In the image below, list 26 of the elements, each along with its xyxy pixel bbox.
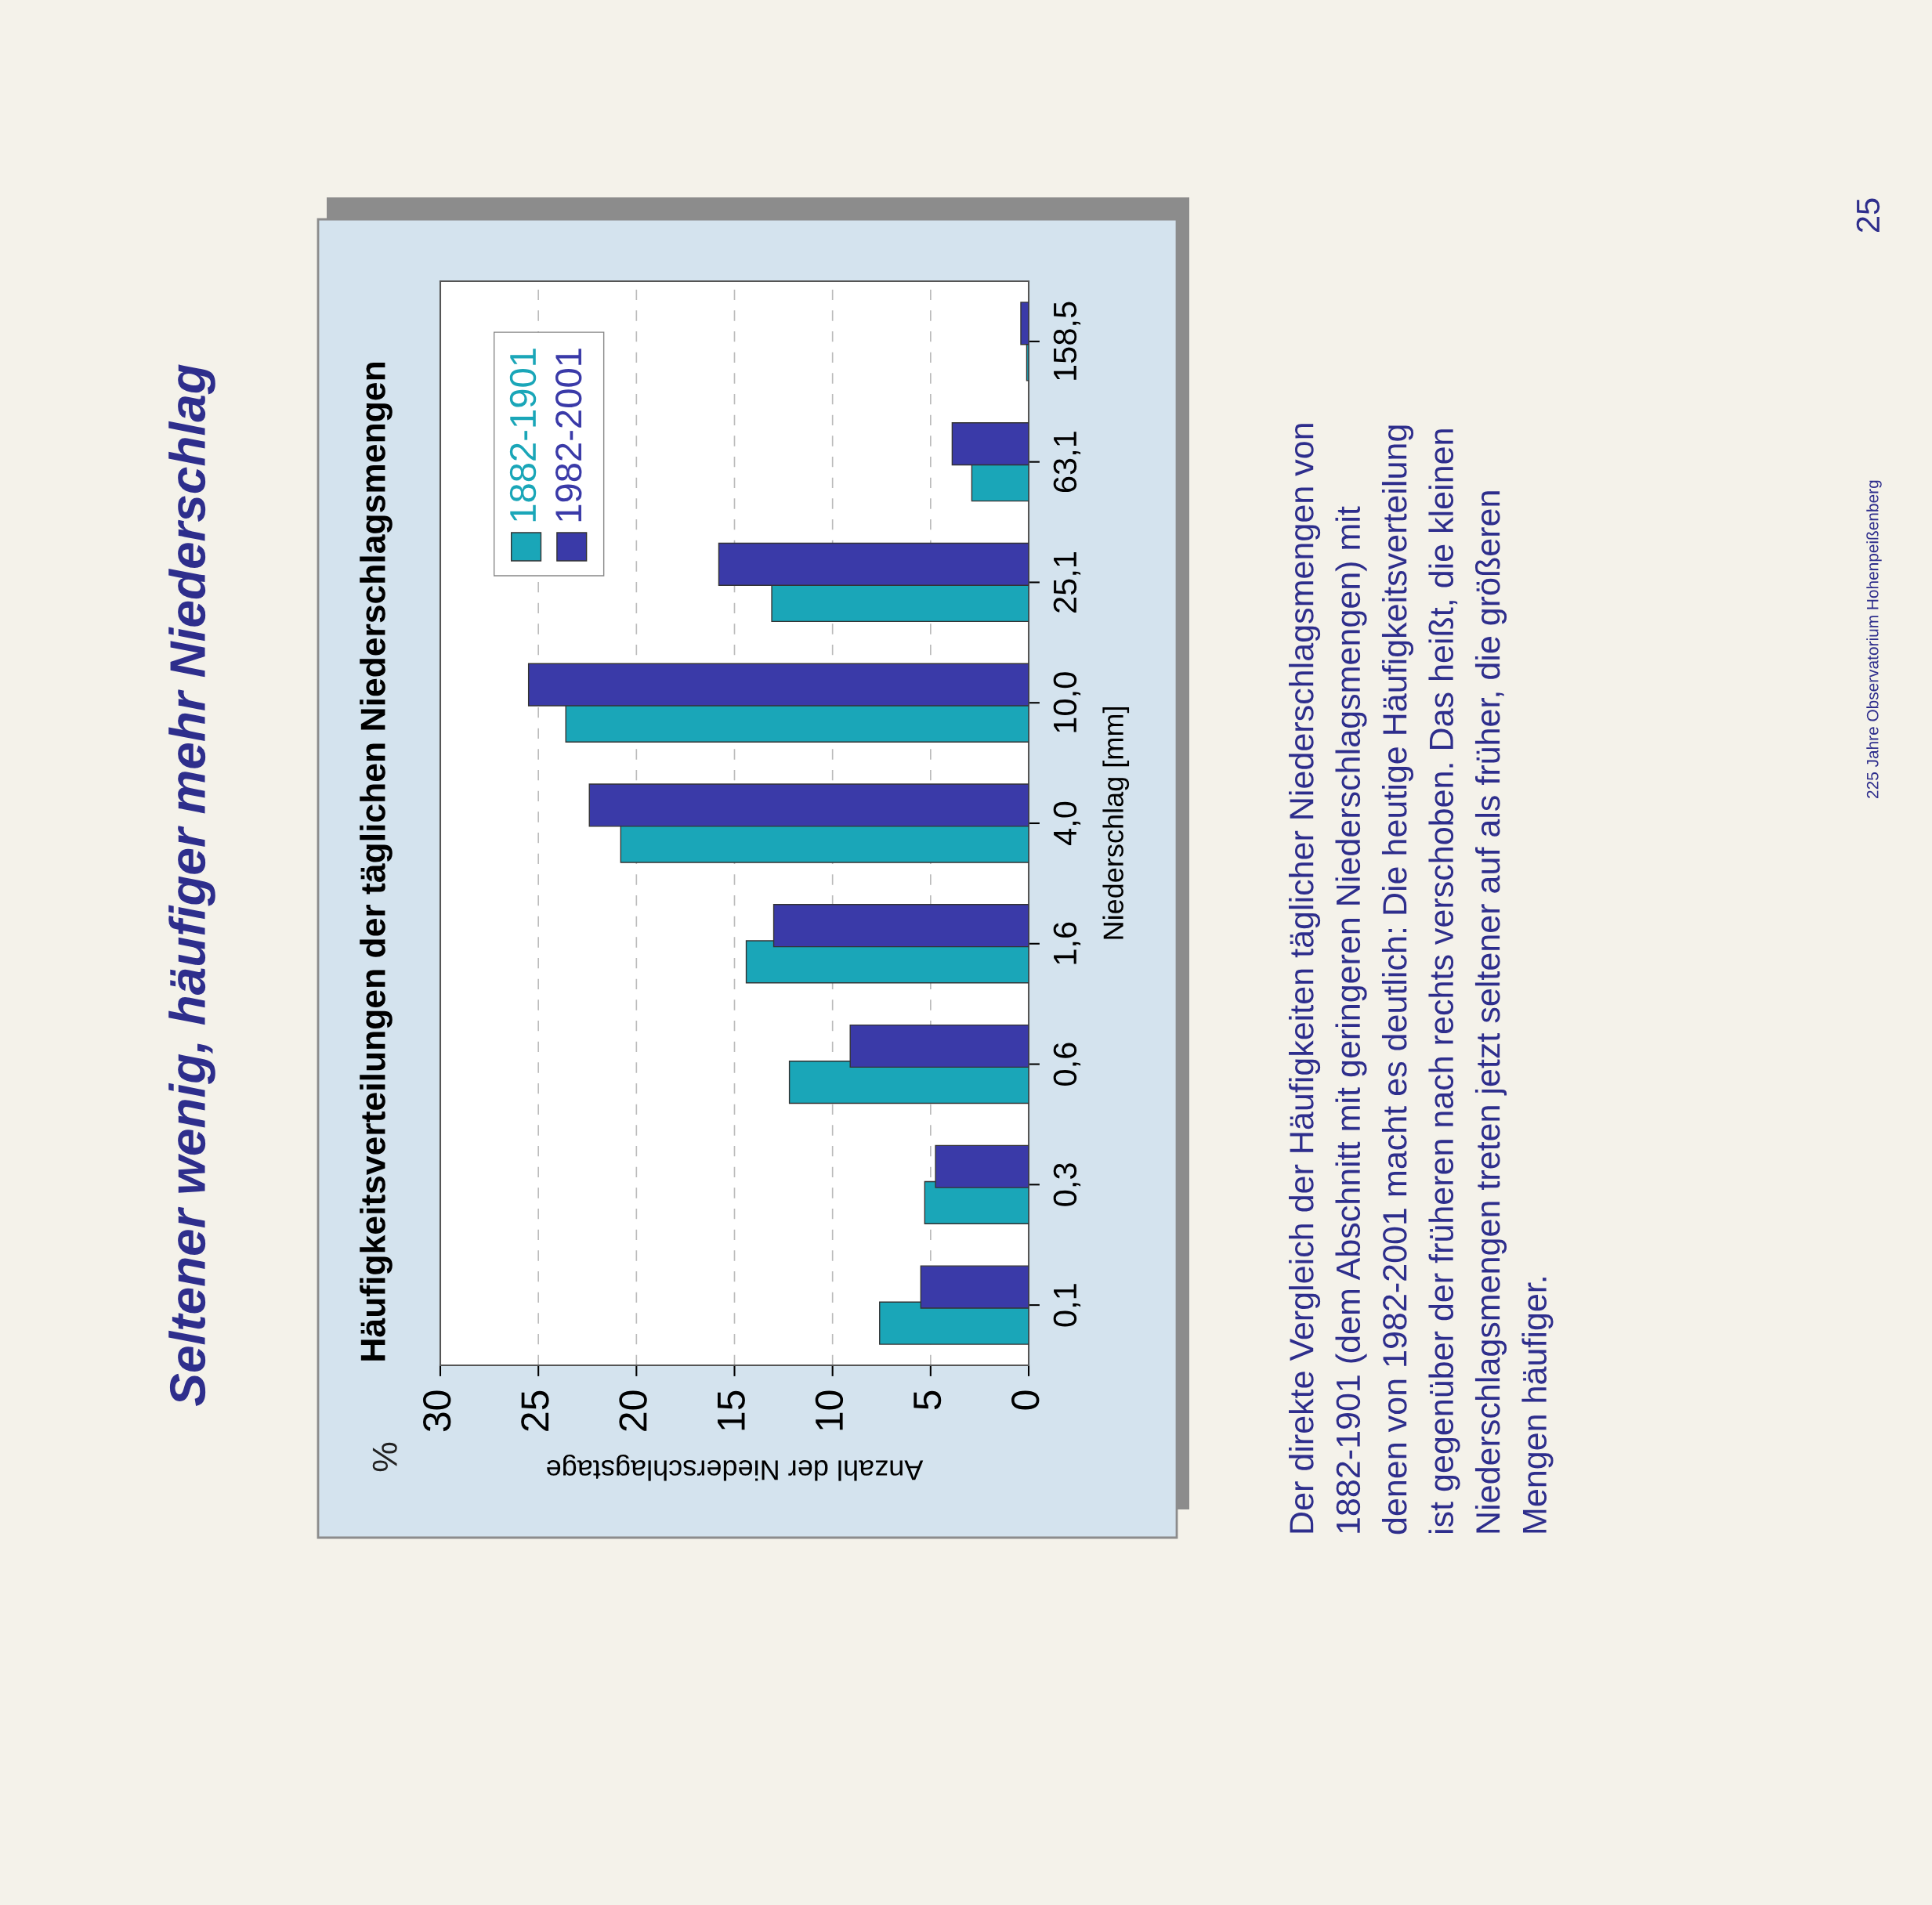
y-tick-label: 0,3 — [1053, 1163, 1081, 1206]
x-tick-label: 30 — [423, 1390, 451, 1432]
text: Seltener wenig, häufiger mehr Niederschlag — [168, 364, 215, 1406]
y-tick-label: 0,6 — [1053, 1043, 1081, 1086]
y-tick-label: 1,6 — [1053, 922, 1081, 964]
x-tick-label: 15 — [718, 1390, 745, 1430]
y-tick-label: 10,0 — [1053, 672, 1081, 732]
text: % — [372, 1442, 397, 1472]
text: 25 — [1856, 198, 1880, 233]
x-tick-label: 20 — [619, 1390, 647, 1431]
y-tick-label: 4,0 — [1053, 801, 1081, 845]
y-axis-title: Niederschlag [mm] — [1102, 707, 1130, 939]
text: 1982-2001 — [555, 349, 582, 522]
y-tick-label: 25,1 — [1053, 551, 1081, 613]
text: 225 Jahre Observatorium Hohenpeißenberg — [1866, 480, 1882, 798]
x-tick-label: 25 — [521, 1390, 549, 1431]
x-tick-label: 10 — [815, 1390, 844, 1430]
x-axis-title: Anzahl der Niederschlagstage — [547, 1454, 924, 1481]
y-tick-label: 63,1 — [1053, 432, 1081, 493]
text: Häufigkeitsverteilungen der täglichen Niederschlagsmengen — [360, 363, 393, 1361]
y-tick-label: 0,1 — [1053, 1284, 1081, 1327]
y-tick-label: 158,5 — [1053, 302, 1081, 380]
x-tick-label: 0 — [1011, 1390, 1040, 1410]
x-tick-label: 5 — [914, 1390, 942, 1410]
text: Der direkte Vergleich der Häufigkeiten täglicher Niederschlagsmengen von 1882-1901 (dem Abschnitt mit geringeren Niederschlagsmengen) mit denen von 1982-2001 macht es deutlich: Die heutige Häufigkeitsverteilung ist gegenüber der früheren nach rechts verschoben. Das heißt, die kleinen Niederschlagsmengen treten jetzt seltener auf als früher, die größeren Mengen häufiger. — [1289, 424, 1554, 1534]
text: 1882-1901 — [509, 349, 537, 522]
